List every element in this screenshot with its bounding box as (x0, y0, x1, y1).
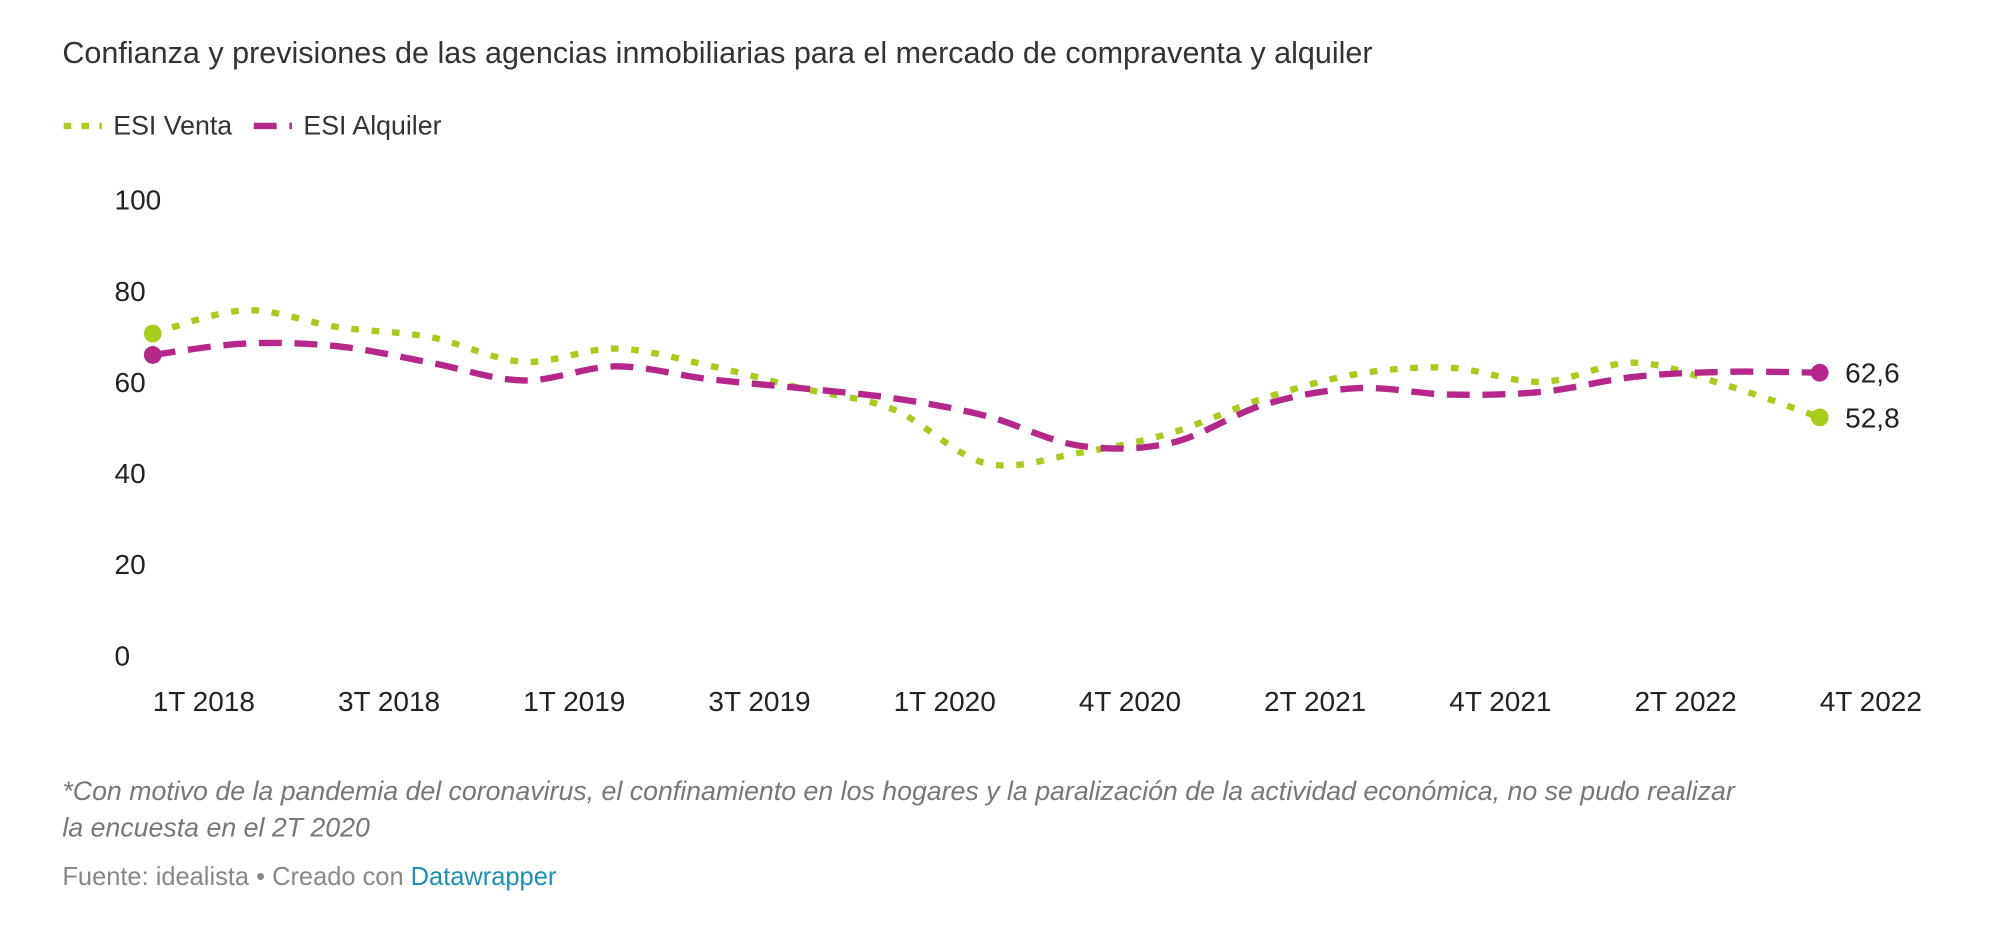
x-tick-label: 2T 2021 (1264, 686, 1366, 717)
x-tick-label: 1T 2020 (894, 686, 996, 717)
x-tick-label: 1T 2018 (153, 686, 255, 717)
y-tick-label: 0 (115, 640, 131, 671)
value-label: 52,8 (1845, 402, 1899, 433)
value-label: 62,6 (1845, 358, 1899, 389)
end-dot (143, 346, 162, 364)
y-tick-label: 80 (115, 276, 146, 307)
x-tick-label: 3T 2018 (338, 686, 440, 717)
x-tick-label: 1T 2019 (523, 686, 625, 717)
x-tick-label: 2T 2022 (1634, 686, 1736, 717)
y-tick-label: 20 (115, 549, 146, 580)
legend-label: ESI Alquiler (303, 110, 441, 140)
source-text: Fuente: idealista • Creado con (62, 863, 403, 891)
y-tick-label: 100 (115, 185, 162, 216)
legend-label: ESI Venta (113, 110, 232, 140)
y-tick-label: 60 (115, 367, 146, 398)
source-link[interactable]: Datawrapper (411, 863, 557, 891)
x-tick-label: 3T 2019 (708, 686, 810, 717)
y-tick-label: 40 (115, 458, 146, 489)
source: Fuente: idealista • Creado con Datawrapp… (62, 863, 556, 891)
x-tick-label: 4T 2020 (1079, 686, 1181, 717)
end-dot (1810, 363, 1829, 382)
note: *Con motivo de la pandemia del coronavir… (62, 776, 1735, 806)
x-tick-label: 4T 2022 (1820, 686, 1922, 717)
end-dot (1810, 408, 1829, 427)
end-dot (143, 324, 162, 343)
note: la encuesta en el 2T 2020 (62, 813, 370, 843)
series-line (152, 339, 1820, 452)
x-tick-label: 4T 2021 (1449, 686, 1551, 717)
chart-subtitle: Confianza y previsiones de las agencias … (62, 36, 1372, 70)
